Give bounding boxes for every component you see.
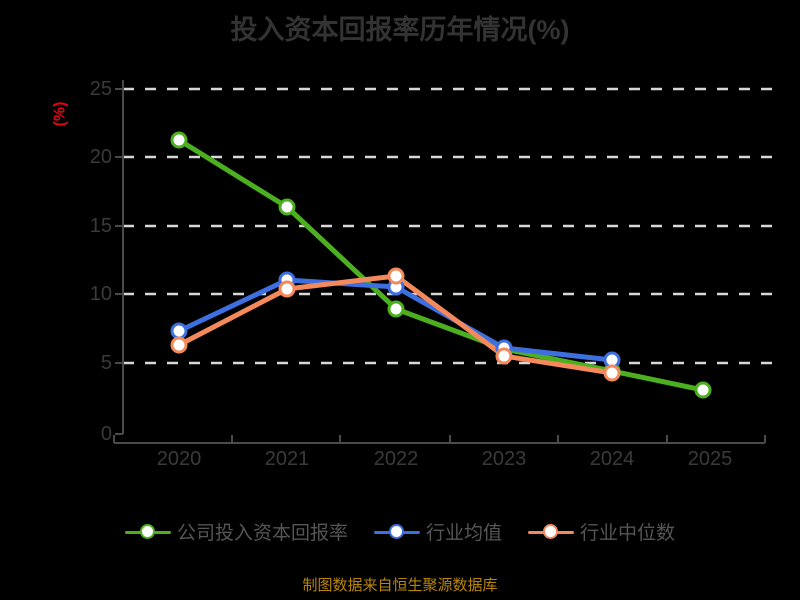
x-tick-label-2020: 2020 (156, 448, 202, 470)
x-tick-label-2023: 2023 (481, 448, 527, 470)
series-industry-median-markers (170, 267, 621, 382)
source-note: 制图数据来自恒生聚源数据库 (302, 577, 498, 594)
legend-label-industry-median: 行业中位数 (580, 523, 676, 544)
data-point (694, 381, 712, 399)
y-tick-label-0: 0 (100, 423, 112, 445)
y-axis (115, 80, 124, 435)
data-point (170, 131, 188, 149)
x-tick-label-2025: 2025 (687, 448, 733, 470)
x-axis (113, 435, 766, 444)
data-point (603, 364, 621, 382)
x-tick-label-2021: 2021 (264, 448, 310, 470)
legend-marker-icon (528, 521, 574, 543)
y-tick-label-10: 10 (89, 283, 112, 305)
x-tick-label-2024: 2024 (589, 448, 635, 470)
data-point (170, 336, 188, 354)
series-company-markers (170, 131, 712, 399)
legend-item-industry-mean[interactable]: 行业均值 (373, 518, 502, 545)
y-tick-label-5: 5 (100, 352, 112, 374)
data-point (278, 280, 296, 298)
y-tick-label-20: 20 (89, 146, 112, 168)
data-point (170, 322, 188, 340)
legend-label-industry-mean: 行业均值 (425, 523, 502, 544)
data-point (278, 198, 296, 216)
data-point (495, 347, 513, 365)
legend-marker-icon (124, 521, 171, 543)
data-point (387, 300, 405, 318)
x-tick-label-2022: 2022 (373, 448, 419, 470)
chart-title: 投入资本回报率历年情况(%) (230, 15, 570, 45)
y-tick-label-15: 15 (89, 215, 112, 237)
y-tick-label-25: 25 (89, 78, 112, 100)
legend-label-company: 公司投入资本回报率 (176, 523, 348, 544)
legend-item-company[interactable]: 公司投入资本回报率 (124, 518, 348, 545)
series-company-line (176, 137, 706, 393)
data-point (387, 267, 405, 285)
legend-marker-icon (373, 521, 420, 543)
legend-item-industry-median[interactable]: 行业中位数 (528, 518, 675, 545)
chart-legend: 公司投入资本回报率 行业均值 行业中位数 (0, 518, 800, 545)
